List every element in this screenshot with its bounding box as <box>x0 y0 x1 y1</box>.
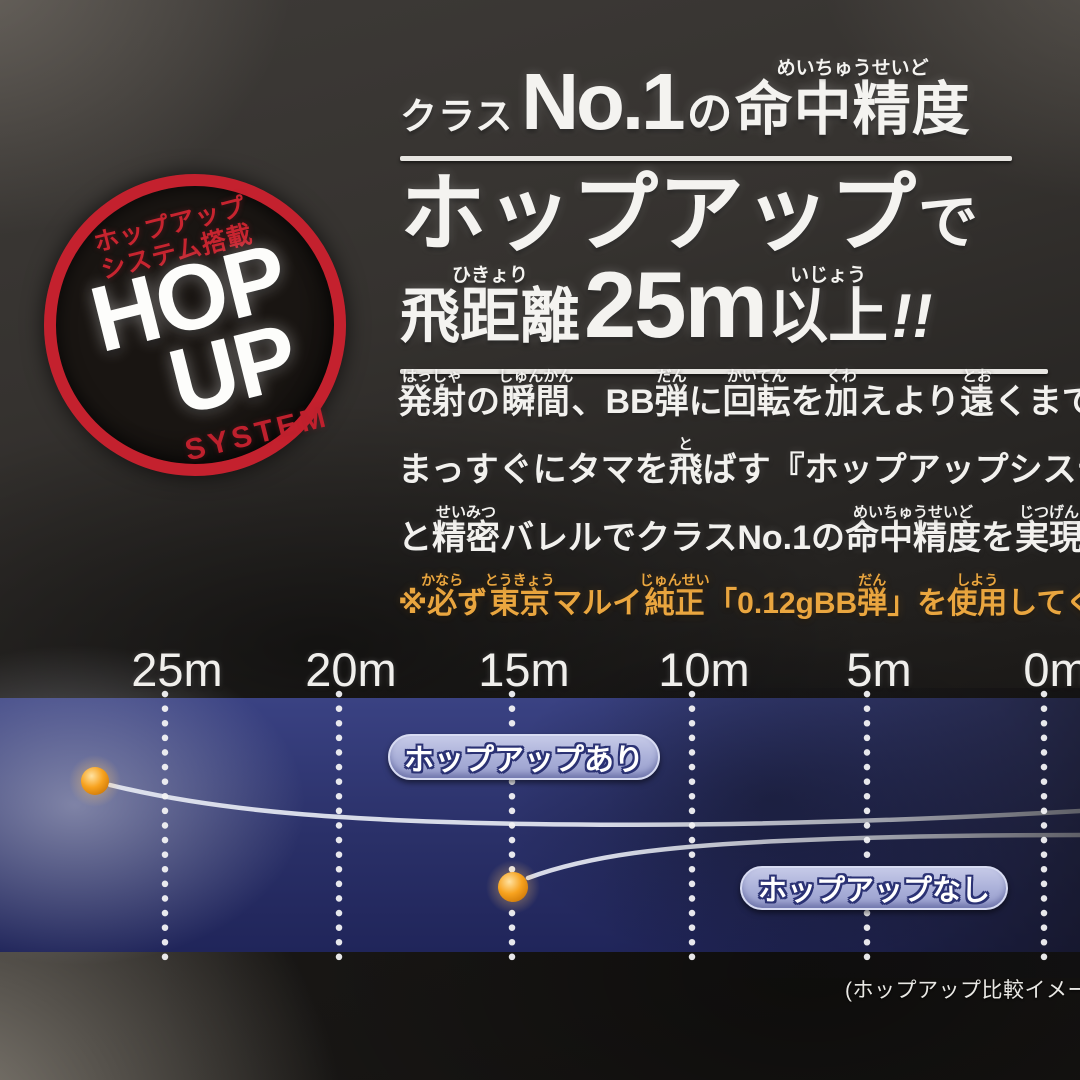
copy-line-3: と精密せいみつバレルでクラスNo.1の命中精度めいちゅうせいどを実現じつげん! <box>398 504 1080 557</box>
headline-particle: の <box>686 87 733 139</box>
distance-axis: 25m 20m 15m 10m 5m 0m <box>0 642 1080 698</box>
headline-no1: No.1 <box>521 57 685 146</box>
divider-rule-top <box>400 156 1012 161</box>
headline-exclamation: !! <box>886 282 940 351</box>
copy-line-1: 発射はっしゃの瞬間しゅんかん、BB弾だんに回転かいてんを加くわえより遠とおくまで <box>398 368 1080 421</box>
headline-de: で <box>918 189 978 256</box>
legend-pill-with-hopup: ホップアップあり <box>388 734 660 780</box>
headline-hopup: ホップアップ <box>400 166 916 262</box>
headline-accuracy: 命中精度めいちゅうせいど <box>734 58 971 142</box>
chart-caption: (ホップアップ比較イメージ) <box>845 979 1080 1002</box>
distance-label-0m: 0m <box>1023 643 1080 696</box>
distance-label-25m: 25m <box>131 643 223 696</box>
hopup-badge: ホップアップ システム搭載 HOP UP SYSTEM <box>11 141 379 509</box>
headline-block: クラス No.1 の 命中精度めいちゅうせいど ホップアップ で 飛距離ひきょり… <box>400 56 1052 374</box>
divider-rule-bottom <box>400 369 1048 374</box>
legend-pill-with-hopup-label: ホップアップあり <box>404 744 644 777</box>
distance-label-5m: 5m <box>846 643 912 696</box>
body-copy: 発射はっしゃの瞬間しゅんかん、BB弾だんに回転かいてんを加くわえより遠とおくまで… <box>398 368 1080 622</box>
headline-line1: クラス No.1 の 命中精度めいちゅうせいど <box>400 56 1052 148</box>
distance-label-10m: 10m <box>658 643 750 696</box>
headline-range-word: 飛距離ひきょり <box>400 265 580 350</box>
legend-pill-without-hopup-label: ホップアップなし <box>757 875 990 907</box>
distance-label-15m: 15m <box>478 643 570 696</box>
headline-line2: ホップアップ で <box>400 171 1052 261</box>
headline-over-word: 以上いじょう <box>768 265 889 350</box>
headline-range-value: 25m <box>584 252 768 357</box>
headline-class-label: クラス <box>400 96 514 137</box>
distance-label-20m: 20m <box>305 643 397 696</box>
legend-pill-without-hopup: ホップアップなし <box>740 866 1008 910</box>
bb-usage-note: ※必かならず東京とうきょうマルイ純正じゅんせい「0.12gBB弾だん」を使用しよ… <box>398 572 1080 620</box>
headline-line3: 飛距離ひきょり 25m 以上いじょう !! <box>400 252 1052 357</box>
